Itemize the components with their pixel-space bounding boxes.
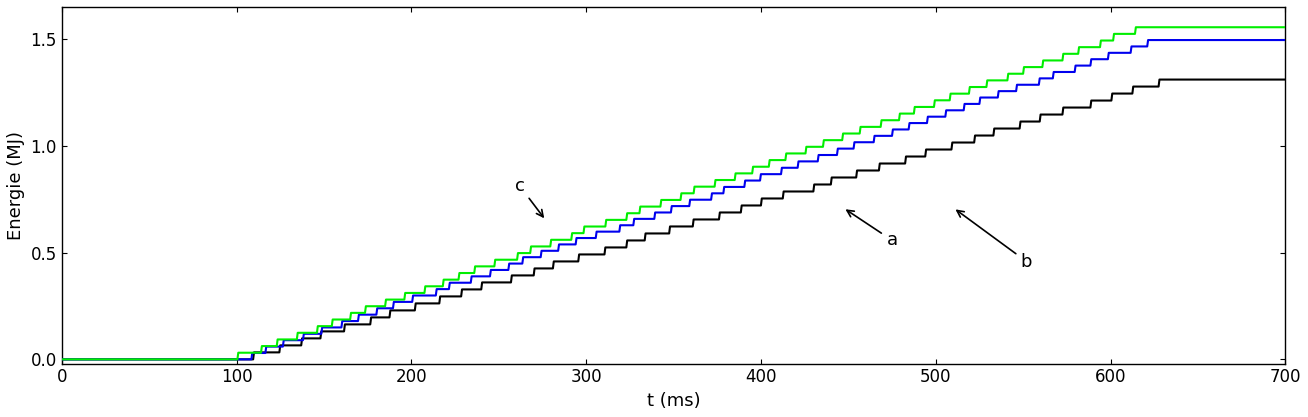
Y-axis label: Energie (MJ): Energie (MJ) (7, 131, 25, 240)
Text: a: a (848, 210, 897, 249)
Text: b: b (957, 211, 1032, 271)
Text: c: c (515, 177, 543, 217)
X-axis label: t (ms): t (ms) (646, 392, 700, 410)
